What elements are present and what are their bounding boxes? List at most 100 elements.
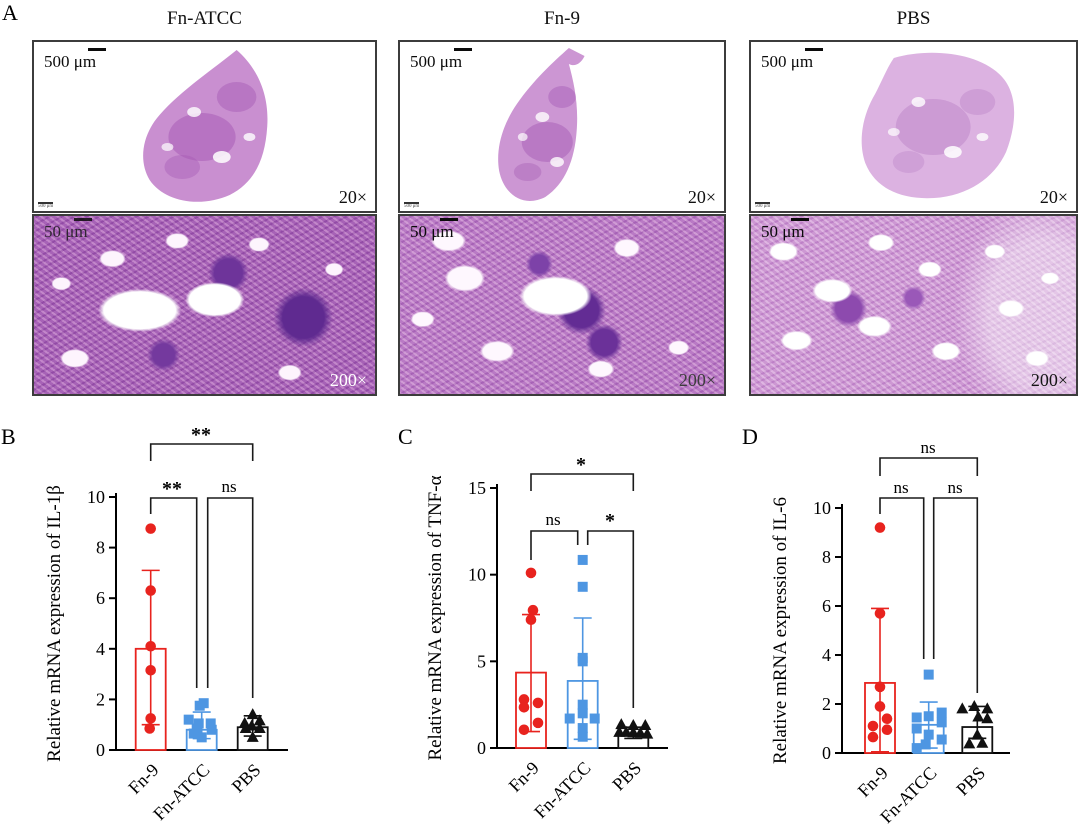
magnification-20x: 20× bbox=[1039, 187, 1068, 207]
y-tick-label: 4 bbox=[822, 645, 831, 665]
data-point bbox=[911, 712, 922, 723]
chart-svg-C: 0 5 10 15 Relative mRNA expression of TNF-α F… bbox=[425, 454, 668, 822]
data-point bbox=[936, 707, 947, 718]
panel-c-chart-tnfa: 0 5 10 15 Relative mRNA expression of TNF-α F… bbox=[380, 420, 710, 833]
significance-bracket bbox=[879, 497, 925, 659]
panel-b-label: B bbox=[1, 424, 16, 449]
column-title-pbs: PBS bbox=[896, 8, 931, 29]
data-point bbox=[518, 694, 530, 705]
histology-20x-fn-atcc: 500 μm 20× 500 μm bbox=[32, 40, 377, 213]
data-point bbox=[246, 730, 259, 742]
data-point bbox=[238, 716, 251, 728]
y-tick-label: 0 bbox=[477, 738, 486, 758]
histology-column-fn-9: 500 μm 20× 500 μm 50 μm 200× bbox=[398, 40, 726, 396]
y-tick-label: 2 bbox=[822, 694, 831, 714]
x-category-label: Fn-9 bbox=[505, 758, 543, 796]
x-category-label: Fn-9 bbox=[124, 760, 162, 798]
y-tick-label: 10 bbox=[468, 565, 486, 585]
embedded-mini-scale: 500 μm bbox=[404, 202, 419, 209]
data-point bbox=[981, 702, 994, 714]
y-axis-title: Relative mRNA expression of TNF-α bbox=[425, 475, 446, 760]
scale-bar-500um: 500 μm bbox=[44, 48, 106, 72]
scale-bar-50um: 50 μm bbox=[44, 218, 92, 242]
significance-bracket bbox=[586, 530, 635, 708]
data-point bbox=[527, 604, 539, 616]
histology-20x-fn-9: 500 μm 20× 500 μm bbox=[398, 40, 726, 213]
x-category-label: Fn-ATCC bbox=[530, 758, 594, 822]
histology-200x-fn-9: 50 μm 200× bbox=[398, 214, 726, 396]
data-point bbox=[920, 739, 931, 750]
y-tick-label: 8 bbox=[96, 538, 105, 558]
y-tick-label: 8 bbox=[822, 547, 831, 567]
data-point bbox=[183, 714, 194, 725]
lung-section-image bbox=[861, 52, 1015, 199]
y-tick-label: 4 bbox=[96, 639, 105, 659]
y-axis-title: Relative mRNA expression of IL-6 bbox=[770, 497, 791, 764]
data-point bbox=[577, 731, 588, 742]
data-point bbox=[923, 729, 934, 740]
scale-bar-50um: 50 μm bbox=[410, 218, 458, 242]
data-point bbox=[881, 713, 893, 724]
significance-bracket bbox=[530, 530, 579, 560]
data-point bbox=[577, 656, 588, 667]
data-point bbox=[972, 710, 985, 722]
data-point bbox=[253, 721, 266, 733]
scale-bar-500um: 500 μm bbox=[761, 48, 823, 72]
data-point bbox=[564, 713, 575, 724]
y-tick-label: 6 bbox=[96, 588, 105, 608]
embedded-mini-scale: 500 μm bbox=[755, 202, 770, 209]
data-point bbox=[641, 727, 654, 739]
data-point bbox=[145, 523, 156, 534]
data-point bbox=[956, 702, 969, 714]
lung-section-image bbox=[143, 50, 268, 202]
panel-d-label: D bbox=[742, 424, 758, 449]
scale-bar-line bbox=[88, 48, 106, 51]
magnification-200x: 200× bbox=[678, 370, 716, 390]
significance-label: ** bbox=[162, 478, 182, 500]
y-tick-label: 0 bbox=[822, 743, 831, 763]
y-tick-label: 6 bbox=[822, 596, 831, 616]
significance-label: ns bbox=[221, 477, 236, 496]
histology-column-pbs: 500 μm 20× 500 μm 50 μm 200× bbox=[749, 40, 1078, 396]
chart-svg-D: 0 2 4 6 8 10 Relative mRNA expression of IL-6 F… bbox=[770, 438, 1010, 827]
column-title-fn-atcc: Fn-ATCC bbox=[167, 8, 242, 29]
data-point bbox=[518, 701, 530, 713]
magnification-20x: 20× bbox=[687, 187, 716, 207]
x-category-label: PBS bbox=[952, 763, 989, 800]
x-category-label: PBS bbox=[608, 758, 645, 795]
data-point bbox=[589, 713, 600, 724]
y-tick-label: 15 bbox=[468, 478, 486, 498]
data-point bbox=[191, 723, 202, 734]
data-point bbox=[874, 681, 886, 693]
data-point bbox=[518, 724, 530, 736]
significance-bracket bbox=[149, 497, 198, 688]
data-point bbox=[881, 724, 893, 736]
data-point bbox=[145, 640, 156, 652]
data-point bbox=[867, 731, 879, 743]
data-point bbox=[532, 697, 544, 709]
significance-label: ns bbox=[920, 438, 935, 457]
data-point bbox=[525, 567, 537, 579]
data-point bbox=[936, 717, 947, 728]
data-point bbox=[981, 712, 994, 724]
scale-bar-line bbox=[805, 48, 823, 51]
panel-c-label: C bbox=[398, 424, 413, 449]
histology-column-fn-atcc: 500 μm 20× 500 μm 50 μm 200× bbox=[32, 40, 377, 396]
significance-bracket bbox=[530, 473, 635, 491]
magnification-200x: 200× bbox=[329, 370, 367, 390]
y-tick-label: 10 bbox=[87, 487, 105, 507]
data-point bbox=[193, 718, 204, 729]
data-point bbox=[911, 743, 922, 754]
significance-label: ns bbox=[893, 478, 908, 497]
data-point bbox=[963, 737, 976, 749]
data-point bbox=[976, 736, 989, 748]
histology-200x-pbs: 50 μm 200× bbox=[749, 214, 1078, 396]
column-title-fn-9: Fn-9 bbox=[544, 8, 580, 29]
scale-bar-50um: 50 μm bbox=[761, 218, 809, 242]
histology-20x-pbs: 500 μm 20× 500 μm bbox=[749, 40, 1078, 213]
data-point bbox=[239, 721, 252, 733]
x-category-label: Fn-9 bbox=[854, 763, 892, 801]
data-point bbox=[253, 714, 266, 726]
y-tick-label: 0 bbox=[96, 740, 105, 760]
